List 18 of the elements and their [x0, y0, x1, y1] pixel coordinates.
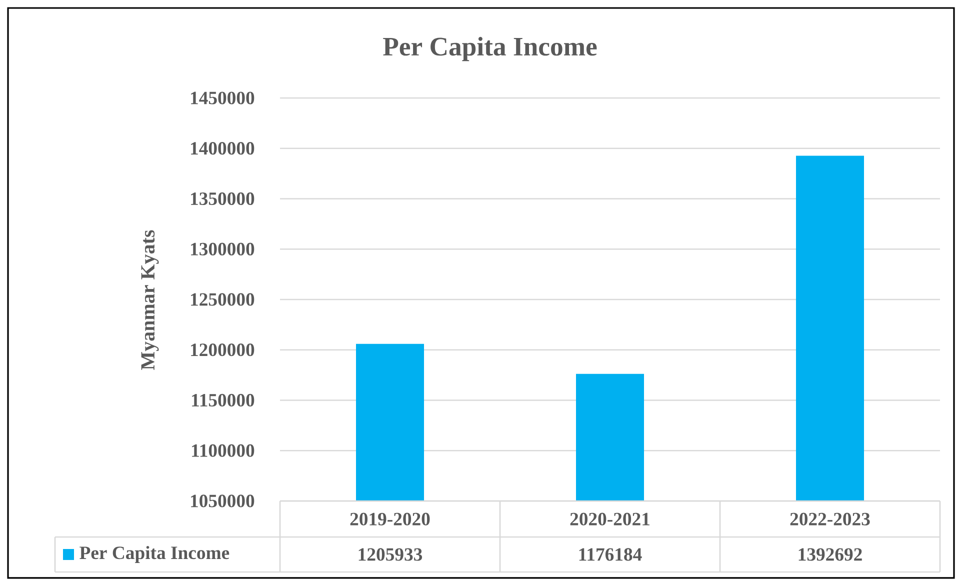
y-tick-label: 1200000	[191, 344, 254, 356]
x-tick-label: 2022-2023	[790, 512, 870, 526]
chart-title: Per Capita Income	[383, 36, 597, 62]
y-tick-label: 1450000	[191, 92, 254, 104]
legend-label: Per Capita Income	[80, 546, 230, 563]
data-label: 1205933	[358, 548, 422, 561]
y-tick-label: 1150000	[192, 394, 254, 407]
data-label: 1176184	[579, 548, 642, 561]
y-tick-label: 1250000	[191, 293, 254, 306]
x-tick-label: 2020-2021	[570, 512, 650, 526]
y-tick-label: 1350000	[191, 192, 254, 206]
y-tick-label: 1300000	[191, 242, 254, 256]
y-tick-label: 1050000	[191, 494, 254, 508]
y-axis-title: Myanmar Kyats	[141, 230, 159, 370]
data-label: 1392692	[798, 548, 862, 561]
y-tick-label: 1100000	[192, 444, 254, 457]
y-tick-label: 1400000	[191, 142, 254, 155]
x-tick-label: 2019-2020	[350, 512, 430, 526]
